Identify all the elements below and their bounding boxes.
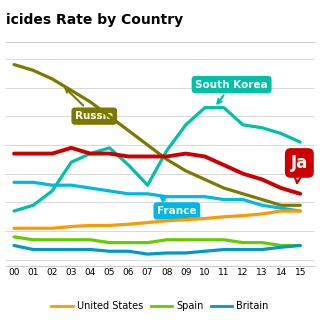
Text: Ja: Ja [291, 154, 308, 183]
Text: France: France [157, 197, 196, 216]
Legend: United States, Spain, Britain: United States, Spain, Britain [47, 297, 273, 315]
Text: South Korea: South Korea [195, 80, 268, 104]
Text: icides Rate by Country: icides Rate by Country [6, 13, 184, 27]
Text: Russia: Russia [65, 88, 114, 121]
